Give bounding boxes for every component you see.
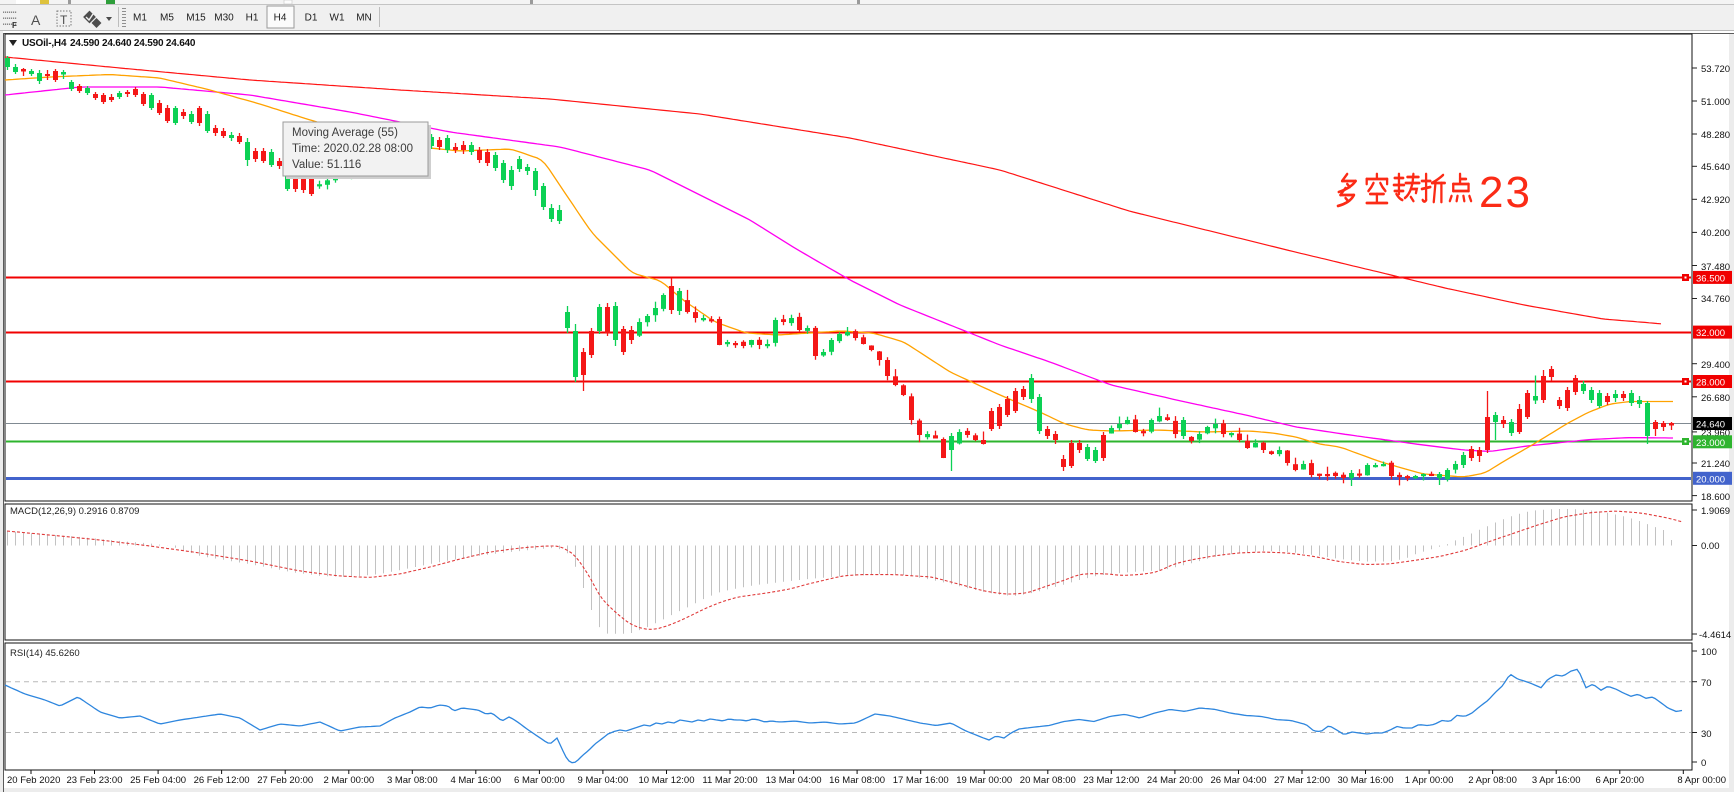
svg-text:23.000: 23.000 [1696, 438, 1725, 449]
svg-text:19 Mar 00:00: 19 Mar 00:00 [956, 775, 1012, 786]
svg-text:10 Mar 12:00: 10 Mar 12:00 [639, 775, 695, 786]
svg-text:20 Feb 2020: 20 Feb 2020 [7, 775, 60, 786]
svg-text:4 Mar 16:00: 4 Mar 16:00 [450, 775, 501, 786]
svg-text:8 Apr 00:00: 8 Apr 00:00 [1677, 775, 1726, 786]
svg-text:3 Mar 08:00: 3 Mar 08:00 [387, 775, 438, 786]
svg-text:42.920: 42.920 [1701, 195, 1730, 206]
svg-text:-4.4614: -4.4614 [1699, 630, 1731, 641]
svg-text:24.640: 24.640 [1696, 420, 1725, 431]
svg-text:0.00: 0.00 [1701, 541, 1720, 552]
svg-text:29.400: 29.400 [1701, 360, 1730, 371]
svg-text:100: 100 [1701, 647, 1717, 658]
svg-text:27 Mar 12:00: 27 Mar 12:00 [1274, 775, 1330, 786]
svg-text:23 Mar 12:00: 23 Mar 12:00 [1083, 775, 1139, 786]
svg-text:RSI(14) 45.6260: RSI(14) 45.6260 [10, 648, 80, 659]
svg-text:MN: MN [356, 13, 372, 24]
svg-text:26 Mar 04:00: 26 Mar 04:00 [1211, 775, 1267, 786]
svg-text:2 Apr 08:00: 2 Apr 08:00 [1468, 775, 1517, 786]
svg-text:24 Mar 20:00: 24 Mar 20:00 [1147, 775, 1203, 786]
svg-text:H1: H1 [246, 13, 259, 24]
svg-text:T: T [60, 13, 68, 27]
svg-text:17 Mar 16:00: 17 Mar 16:00 [893, 775, 949, 786]
svg-text:F: F [12, 21, 17, 30]
svg-text:24.590 24.640 24.590 24.640: 24.590 24.640 24.590 24.640 [70, 38, 196, 49]
svg-text:6 Mar 00:00: 6 Mar 00:00 [514, 775, 565, 786]
svg-text:23 Feb 23:00: 23 Feb 23:00 [67, 775, 123, 786]
svg-text:H4: H4 [274, 13, 287, 24]
svg-text:40.200: 40.200 [1701, 228, 1730, 239]
svg-text:2 Mar 00:00: 2 Mar 00:00 [323, 775, 374, 786]
svg-text:MACD(12,26,9) 0.2916 0.8709: MACD(12,26,9) 0.2916 0.8709 [10, 506, 139, 517]
svg-text:28.000: 28.000 [1696, 378, 1725, 389]
svg-text:16 Mar 08:00: 16 Mar 08:00 [829, 775, 885, 786]
svg-text:32.000: 32.000 [1696, 328, 1725, 339]
svg-text:23.960: 23.960 [1701, 428, 1730, 439]
svg-text:37.480: 37.480 [1701, 262, 1730, 273]
svg-text:0: 0 [1701, 758, 1706, 769]
svg-text:25 Feb 04:00: 25 Feb 04:00 [130, 775, 186, 786]
svg-text:27 Feb 20:00: 27 Feb 20:00 [257, 775, 313, 786]
svg-text:11 Mar 20:00: 11 Mar 20:00 [702, 775, 757, 786]
svg-text:48.280: 48.280 [1701, 130, 1730, 141]
svg-text:Moving Average (55): Moving Average (55) [292, 127, 398, 139]
svg-text:36.500: 36.500 [1696, 273, 1725, 284]
svg-text:W1: W1 [330, 13, 345, 24]
svg-text:M5: M5 [160, 13, 174, 24]
svg-text:9 Mar 04:00: 9 Mar 04:00 [578, 775, 629, 786]
svg-text:1.9069: 1.9069 [1701, 506, 1730, 517]
svg-text:26 Feb 12:00: 26 Feb 12:00 [194, 775, 250, 786]
svg-text:26.680: 26.680 [1701, 393, 1730, 404]
svg-text:M15: M15 [186, 13, 206, 24]
svg-text:D1: D1 [305, 13, 318, 24]
svg-text:M30: M30 [214, 13, 234, 24]
svg-text:3 Apr 16:00: 3 Apr 16:00 [1532, 775, 1581, 786]
svg-text:A: A [31, 12, 41, 28]
svg-text:53.720: 53.720 [1701, 64, 1730, 75]
svg-text:34.760: 34.760 [1701, 294, 1730, 305]
svg-text:30: 30 [1701, 729, 1712, 740]
svg-text:M1: M1 [133, 13, 147, 24]
svg-text:30 Mar 16:00: 30 Mar 16:00 [1338, 775, 1394, 786]
svg-text:20.000: 20.000 [1696, 474, 1725, 485]
svg-text:Value: 51.116: Value: 51.116 [292, 159, 361, 171]
svg-text:18.600: 18.600 [1701, 492, 1730, 503]
svg-text:20 Mar 08:00: 20 Mar 08:00 [1020, 775, 1076, 786]
svg-text:USOil-,H4: USOil-,H4 [22, 38, 67, 49]
svg-text:6 Apr 20:00: 6 Apr 20:00 [1595, 775, 1644, 786]
svg-text:Time: 2020.02.28 08:00: Time: 2020.02.28 08:00 [292, 143, 413, 155]
svg-text:45.640: 45.640 [1701, 162, 1730, 173]
svg-text:1 Apr 00:00: 1 Apr 00:00 [1405, 775, 1454, 786]
svg-text:51.000: 51.000 [1701, 97, 1730, 108]
svg-text:70: 70 [1701, 678, 1712, 689]
svg-text:13 Mar 04:00: 13 Mar 04:00 [766, 775, 822, 786]
svg-text:23: 23 [1479, 168, 1532, 217]
svg-text:21.240: 21.240 [1701, 459, 1730, 470]
